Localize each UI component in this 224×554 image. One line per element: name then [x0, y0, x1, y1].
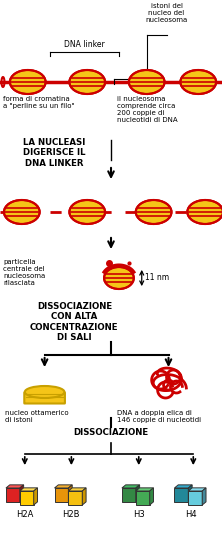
Ellipse shape [187, 200, 223, 224]
Text: particella
centrale del
nucleosoma
rilasciata: particella centrale del nucleosoma rilas… [3, 259, 45, 286]
Text: H2B: H2B [63, 510, 80, 519]
Polygon shape [20, 485, 24, 502]
Polygon shape [174, 485, 192, 488]
Ellipse shape [10, 70, 46, 94]
Text: H3: H3 [133, 510, 145, 519]
Text: istoni del
nucleo del
nucleosoma: istoni del nucleo del nucleosoma [145, 3, 188, 23]
Ellipse shape [129, 70, 165, 94]
Polygon shape [188, 488, 206, 491]
Polygon shape [202, 488, 206, 505]
Polygon shape [136, 485, 140, 502]
Ellipse shape [4, 200, 40, 224]
Text: H2A: H2A [16, 510, 33, 519]
Polygon shape [188, 485, 192, 502]
Text: il nucleosoma
comprende circa
200 coppie di
nucleotidi di DNA: il nucleosoma comprende circa 200 coppie… [117, 96, 178, 123]
Text: nucleo ottamerico
di istoni: nucleo ottamerico di istoni [5, 410, 69, 423]
Polygon shape [82, 488, 86, 505]
Text: forma di cromatina
a "perline su un filo": forma di cromatina a "perline su un filo… [3, 96, 75, 109]
Polygon shape [122, 488, 136, 502]
Ellipse shape [25, 386, 65, 398]
Polygon shape [122, 485, 140, 488]
Polygon shape [20, 491, 34, 505]
Ellipse shape [136, 200, 172, 224]
Ellipse shape [104, 267, 134, 289]
Text: DISSOCIAZIONE
CON ALTA
CONCENTRAZIONE
DI SALI: DISSOCIAZIONE CON ALTA CONCENTRAZIONE DI… [30, 302, 118, 342]
Text: DNA a doppia elica di
146 coppie di nucleotidi: DNA a doppia elica di 146 coppie di nucl… [117, 410, 201, 423]
Polygon shape [54, 488, 68, 502]
Polygon shape [188, 491, 202, 505]
Polygon shape [68, 491, 82, 505]
Text: H4: H4 [185, 510, 197, 519]
Polygon shape [54, 485, 72, 488]
Polygon shape [34, 488, 37, 505]
Text: LA NUCLEASI
DIGERISCE IL
DNA LINKER: LA NUCLEASI DIGERISCE IL DNA LINKER [23, 138, 86, 168]
Text: DISSOCIAZIONE: DISSOCIAZIONE [73, 428, 149, 437]
Polygon shape [68, 488, 86, 491]
Polygon shape [136, 491, 150, 505]
FancyBboxPatch shape [24, 392, 65, 403]
Ellipse shape [69, 200, 105, 224]
Polygon shape [174, 488, 188, 502]
Polygon shape [20, 488, 37, 491]
Polygon shape [6, 485, 24, 488]
Polygon shape [150, 488, 153, 505]
Polygon shape [136, 488, 153, 491]
Ellipse shape [69, 70, 105, 94]
Ellipse shape [180, 70, 216, 94]
Polygon shape [68, 485, 72, 502]
Polygon shape [6, 488, 20, 502]
Text: 11 nm: 11 nm [145, 274, 169, 283]
Text: DNA linker: DNA linker [64, 40, 105, 49]
